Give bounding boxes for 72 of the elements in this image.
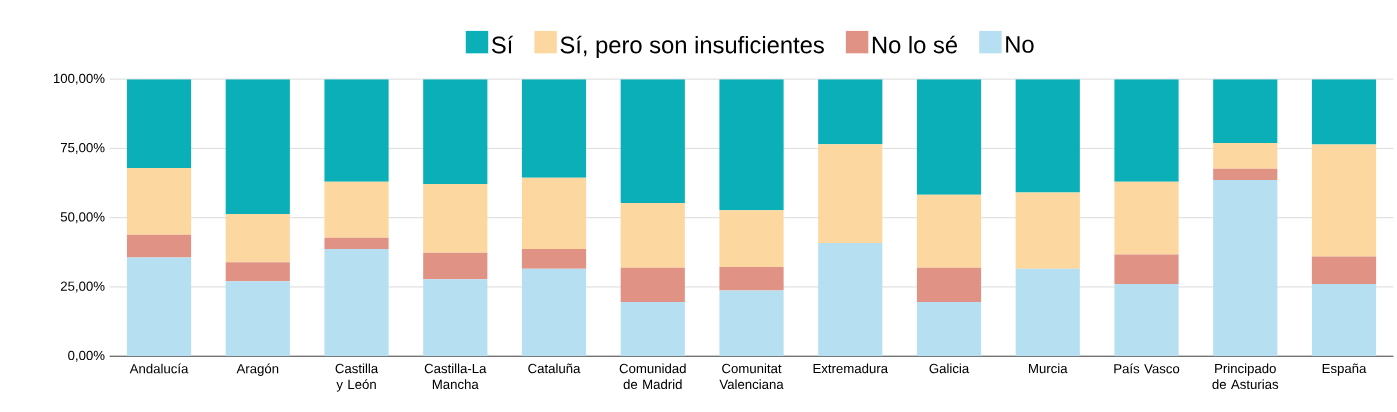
y-tick-label: 100,00% <box>53 73 105 85</box>
bar <box>126 257 192 357</box>
y-tick-label: 75,00% <box>60 143 105 155</box>
bar <box>126 79 192 169</box>
bar <box>916 194 982 269</box>
x-tick-label: Comunitat Valenciana <box>719 363 784 390</box>
x-tick-label: Comunidad de Madrid <box>619 363 686 390</box>
bar <box>1114 79 1179 182</box>
bar <box>818 79 883 145</box>
bar <box>423 184 488 254</box>
x-tick-label: Galicia <box>929 363 970 374</box>
bar <box>620 79 685 204</box>
bar <box>818 243 883 357</box>
bar <box>324 249 389 357</box>
bar <box>521 249 587 269</box>
bar <box>1311 144 1377 257</box>
bar <box>225 281 290 357</box>
bar <box>1311 284 1377 357</box>
bar <box>423 79 488 185</box>
bar <box>521 79 587 178</box>
x-tick-label: Principado de Asturias <box>1212 363 1279 390</box>
bar <box>521 268 587 357</box>
bar <box>719 79 784 211</box>
bar <box>1311 256 1377 285</box>
bar <box>1213 168 1278 181</box>
bar <box>916 302 982 357</box>
legend-label: No <box>1006 36 1034 53</box>
legend-label: Sí, pero son insuficientes <box>560 35 824 59</box>
bar <box>225 79 290 215</box>
bar <box>1015 192 1080 269</box>
bar <box>1015 268 1080 357</box>
x-tick-label: País Vasco <box>1114 363 1180 374</box>
x-tick-label: España <box>1322 363 1367 376</box>
bar <box>818 144 883 244</box>
bar <box>324 181 389 238</box>
bar <box>126 235 192 258</box>
bar <box>225 214 290 263</box>
bar <box>1311 79 1377 145</box>
x-tick-label: Extremadura <box>813 363 889 374</box>
bar <box>1015 79 1080 193</box>
x-tick-label: Castilla y León <box>335 363 379 392</box>
x-tick-label: Murcia <box>1029 363 1068 374</box>
bar <box>423 279 488 357</box>
y-tick-label: 50,00% <box>60 212 105 224</box>
bar <box>1114 254 1179 285</box>
y-tick-label: 0,00% <box>68 350 105 362</box>
x-tick-label: Castilla-La Mancha <box>424 363 487 390</box>
bar <box>324 79 389 182</box>
x-tick-label: Andalucía <box>129 363 189 374</box>
bar <box>1114 181 1179 255</box>
x-tick-label: Aragón <box>236 363 279 377</box>
bar <box>1213 180 1278 357</box>
bar <box>719 210 784 268</box>
y-tick-label: 25,00% <box>60 281 105 293</box>
legend-label: Sí <box>491 35 514 54</box>
bar <box>916 79 982 195</box>
bar <box>916 268 982 303</box>
bar <box>620 268 685 303</box>
bar <box>324 237 389 250</box>
bar <box>1213 79 1278 144</box>
bar <box>719 267 784 291</box>
legend-label: No lo sé <box>872 35 957 54</box>
bar <box>423 253 488 280</box>
bar <box>620 302 685 357</box>
bar <box>521 177 587 250</box>
bar <box>719 290 784 357</box>
bar <box>1114 284 1179 357</box>
x-tick-label: Cataluña <box>528 363 581 374</box>
bar <box>1213 143 1278 169</box>
bar <box>225 262 290 282</box>
bar <box>620 203 685 269</box>
bar <box>126 168 192 236</box>
